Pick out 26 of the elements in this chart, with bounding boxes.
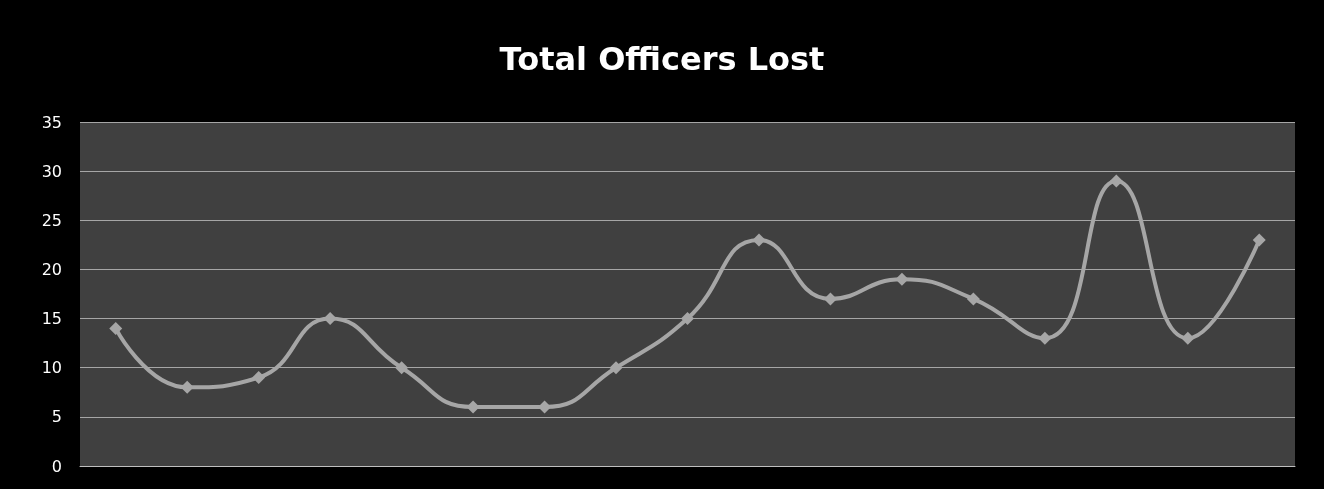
- chart-title: Total Officers Lost: [499, 40, 825, 78]
- y-tick-label: 15: [41, 309, 62, 329]
- point: [180, 380, 194, 394]
- point: [466, 400, 480, 414]
- point: [1181, 331, 1195, 345]
- y-tick-label: 20: [41, 259, 62, 279]
- point: [538, 400, 552, 414]
- point: [323, 312, 337, 326]
- point: [681, 312, 694, 326]
- y-tick-label: 25: [41, 210, 62, 230]
- y-tick-label: 5: [51, 407, 62, 427]
- y-tick-label: 10: [41, 358, 62, 378]
- point: [1109, 174, 1123, 188]
- point: [395, 361, 409, 375]
- point: [1038, 331, 1052, 345]
- point: [109, 321, 123, 335]
- y-tick-label: 30: [41, 161, 62, 181]
- point: [609, 361, 623, 375]
- point: [1252, 233, 1266, 247]
- point: [252, 371, 266, 385]
- point: [823, 292, 837, 306]
- point: [895, 272, 909, 286]
- point: [752, 233, 766, 247]
- y-tick-label: 0: [51, 456, 62, 476]
- point: [966, 292, 980, 306]
- y-tick-label: 35: [41, 112, 62, 132]
